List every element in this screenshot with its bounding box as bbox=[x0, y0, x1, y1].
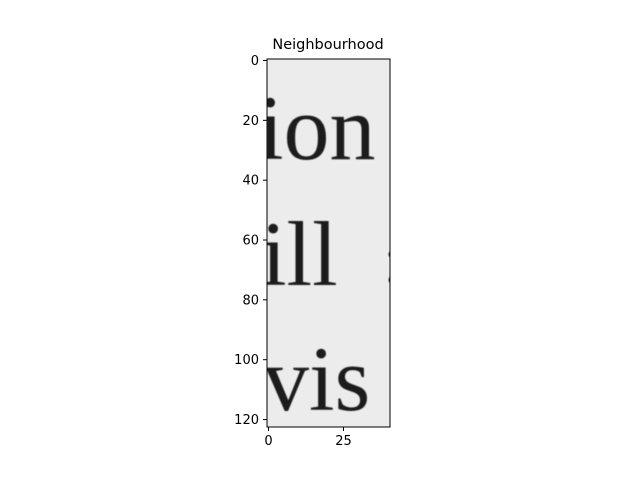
x-tick-label: 25 bbox=[335, 434, 352, 449]
y-axis: 0 20 40 60 80 100 120 bbox=[234, 54, 267, 428]
y-tick-label: 80 bbox=[242, 293, 259, 308]
image-stray-mark-1: : bbox=[383, 222, 402, 299]
y-tick-label: 0 bbox=[251, 54, 259, 69]
x-axis: 0 25 bbox=[264, 427, 352, 449]
y-tick-label: 60 bbox=[242, 234, 259, 249]
image-text-line-1: ion bbox=[258, 77, 376, 179]
neighbourhood-image: ion ill : vis bbox=[258, 59, 402, 430]
y-tick-label: 100 bbox=[234, 353, 259, 368]
y-tick-label: 120 bbox=[234, 413, 259, 428]
image-background bbox=[267, 59, 390, 427]
image-text-line-3: vis bbox=[263, 328, 370, 430]
axes-frame bbox=[266, 58, 391, 428]
plot-title: Neighbourhood bbox=[272, 37, 383, 53]
image-text-line-2: ill bbox=[261, 203, 338, 305]
y-tick-label: 40 bbox=[242, 174, 259, 189]
y-tick-label: 20 bbox=[242, 114, 259, 129]
x-tick-label: 0 bbox=[264, 434, 272, 449]
